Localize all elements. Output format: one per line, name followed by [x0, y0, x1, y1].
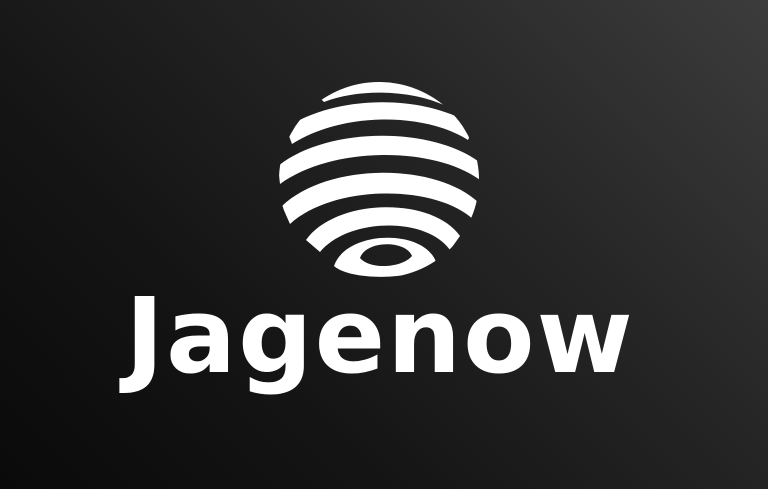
- brand-name: Jagenow: [119, 290, 634, 397]
- brand-wordmark: Jagenow: [119, 290, 634, 397]
- striped-globe-icon: [279, 82, 479, 277]
